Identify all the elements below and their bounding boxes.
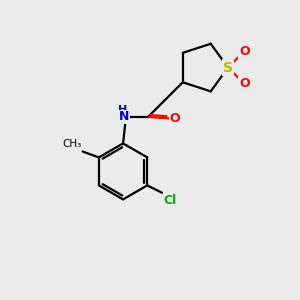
Text: Cl: Cl [164, 194, 177, 207]
Text: CH₃: CH₃ [62, 139, 81, 149]
Text: O: O [239, 45, 250, 58]
Text: S: S [223, 61, 233, 75]
Text: H: H [118, 106, 127, 116]
Text: O: O [239, 77, 250, 90]
Text: N: N [119, 110, 130, 123]
Text: O: O [170, 112, 181, 125]
